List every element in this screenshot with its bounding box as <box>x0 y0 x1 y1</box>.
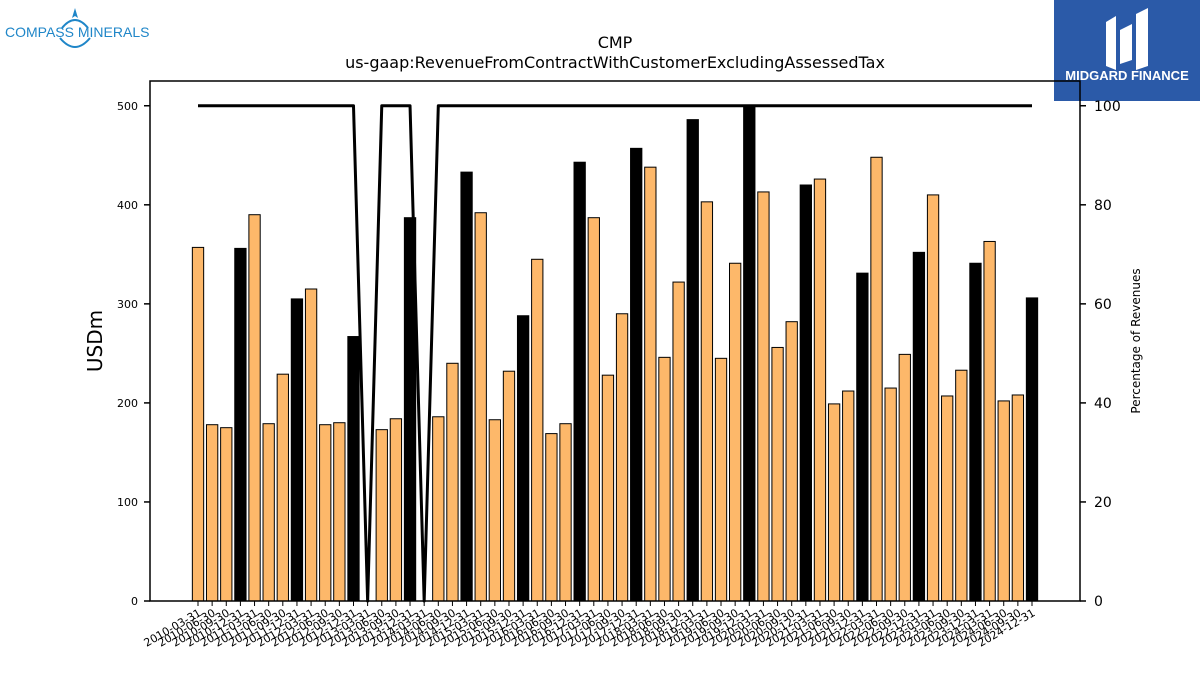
bar-2010-03-31 <box>191 246 205 602</box>
bar-2020-12-31 <box>799 184 812 602</box>
bar-2010-09-30 <box>220 427 233 602</box>
bar-2024-03-31 <box>983 240 996 602</box>
bar-series <box>191 105 1039 602</box>
bar-2016-09-30 <box>559 423 572 602</box>
bar-2022-12-31 <box>912 251 926 602</box>
bar-2023-12-31 <box>969 262 982 602</box>
bar-2018-12-31 <box>686 119 699 602</box>
y-tick-label: 300 <box>117 298 138 311</box>
bar-2024-06-30 <box>997 400 1010 602</box>
bar-2024-12-31 <box>1025 297 1039 602</box>
bar-2010-12-31 <box>234 247 247 602</box>
y-right-tick-label: 60 <box>1094 297 1112 313</box>
y-right-tick-label: 100 <box>1094 99 1121 115</box>
bar-2015-12-31 <box>516 315 530 602</box>
chart-subtitle: us-gaap:RevenueFromContractWithCustomerE… <box>345 53 885 72</box>
bar-2011-03-31 <box>248 214 261 602</box>
bar-2023-09-30 <box>955 369 968 602</box>
brand-left-name: COMPASS MINERALS <box>5 24 149 40</box>
bar-2016-12-31 <box>573 161 586 602</box>
bar-2013-06-30 <box>375 429 388 602</box>
y-axis-label: USDm <box>83 310 107 372</box>
percentage-line <box>198 104 1032 603</box>
bar-2021-09-30 <box>842 390 855 602</box>
bar-2023-06-30 <box>941 395 954 602</box>
bar-2012-06-30 <box>319 424 332 602</box>
bar-2017-12-31 <box>630 147 643 602</box>
bar-2017-06-30 <box>601 374 615 602</box>
y-right-tick-label: 80 <box>1094 198 1112 214</box>
bar-2015-06-30 <box>488 419 502 602</box>
y-tick-label: 100 <box>117 496 138 509</box>
bar-2011-06-30 <box>262 423 275 602</box>
compass-minerals-logo: COMPASS MINERALS <box>5 8 149 48</box>
bar-2020-06-30 <box>771 346 784 602</box>
brand-right-name: MIDGARD FINANCE <box>1065 68 1189 83</box>
bar-2023-03-31 <box>926 194 940 602</box>
compass-needle-icon <box>72 8 78 18</box>
y-axis-right: 0 20 40 60 80 100 <box>1080 99 1121 610</box>
bar-2014-06-30 <box>432 416 445 602</box>
bar-2017-09-30 <box>615 313 629 602</box>
midgard-finance-logo: MIDGARD FINANCE <box>1054 0 1200 101</box>
bar-2012-03-31 <box>304 288 318 602</box>
y-tick-label: 500 <box>117 100 138 113</box>
bar-2013-09-30 <box>389 418 403 602</box>
bar-2021-06-30 <box>827 403 841 602</box>
bar-2019-03-31 <box>700 201 714 602</box>
y-tick-label: 400 <box>117 199 138 212</box>
bar-2010-06-30 <box>205 424 219 602</box>
midgard-emblem-icon <box>1106 8 1148 70</box>
y-tick-label: 0 <box>131 595 138 608</box>
bar-2021-12-31 <box>856 272 869 602</box>
compass-arc-icon <box>59 37 91 48</box>
bar-2024-09-30 <box>1011 394 1025 602</box>
y-right-tick-label: 20 <box>1094 495 1112 511</box>
bar-2018-09-30 <box>672 281 685 602</box>
bar-2019-12-31 <box>743 105 756 602</box>
bar-2014-09-30 <box>446 362 459 602</box>
bar-2022-09-30 <box>898 353 911 602</box>
bar-2012-12-31 <box>347 336 360 602</box>
bar-2016-06-30 <box>545 433 558 602</box>
bar-2020-03-31 <box>757 191 770 602</box>
y-right-tick-label: 0 <box>1094 594 1103 610</box>
y-axis-left: 0 100 200 300 400 500 <box>117 100 150 608</box>
bar-2022-06-30 <box>884 387 897 602</box>
bar-2018-03-31 <box>644 166 657 602</box>
percentage-series <box>198 104 1032 603</box>
bar-2018-06-30 <box>658 356 671 602</box>
x-axis: 2010-03-312010-06-302010-09-302010-12-31… <box>142 601 1038 650</box>
bar-2021-03-31 <box>813 178 827 602</box>
bar-2022-03-31 <box>870 156 883 602</box>
bar-2012-09-30 <box>333 422 346 602</box>
bar-2011-09-30 <box>276 373 289 602</box>
bar-2020-09-30 <box>785 321 798 602</box>
bar-2017-03-31 <box>587 217 600 602</box>
bar-2015-03-31 <box>474 212 487 602</box>
bar-2015-09-30 <box>502 370 516 602</box>
plot-frame <box>149 80 1081 602</box>
y-right-tick-label: 40 <box>1094 396 1112 412</box>
bar-2011-12-31 <box>290 298 304 602</box>
chart-title: CMP <box>598 33 633 52</box>
bar-2019-06-30 <box>714 357 728 602</box>
y-tick-label: 200 <box>117 397 138 410</box>
bar-2019-09-30 <box>729 262 742 602</box>
bar-2016-03-31 <box>531 258 544 602</box>
y-axis-right-label: Percentage of Revenues <box>1129 268 1143 413</box>
bar-2014-12-31 <box>460 171 473 602</box>
